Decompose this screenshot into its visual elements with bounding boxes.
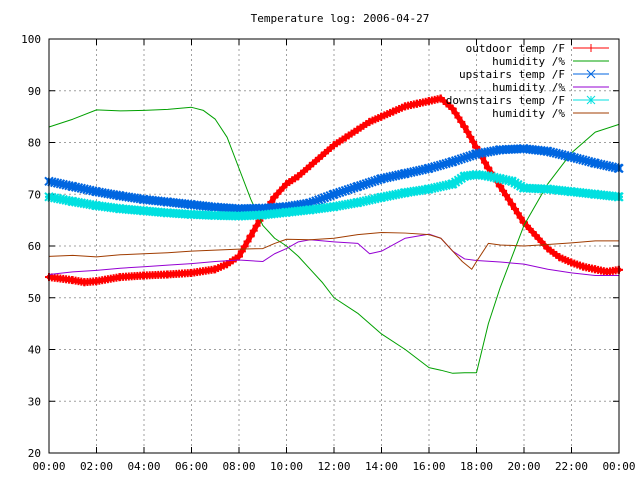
legend-label-humidity-1: humidity /% — [492, 55, 565, 68]
series-humidity-2 — [48, 233, 620, 276]
data-point-upstairs-temp — [429, 162, 440, 172]
x-tick-label: 18:00 — [460, 460, 493, 473]
x-tick-label: 00:00 — [32, 460, 65, 473]
data-point-upstairs-temp — [343, 184, 353, 195]
data-point-upstairs-temp — [364, 178, 374, 188]
series-line-humidity-3 — [48, 232, 620, 270]
series-line-humidity-1 — [48, 106, 620, 374]
x-tick-label: 00:00 — [602, 460, 635, 473]
x-tick-label: 16:00 — [412, 460, 445, 473]
data-point-upstairs-temp — [370, 176, 380, 186]
series-layer — [44, 94, 624, 374]
y-tick-label: 20 — [28, 447, 41, 460]
data-point-upstairs-temp — [308, 197, 318, 207]
data-point-upstairs-temp — [337, 186, 348, 197]
data-point-upstairs-temp — [459, 153, 469, 163]
x-tick-label: 04:00 — [127, 460, 160, 473]
legend-label-downstairs-temp: downstairs temp /F — [446, 94, 565, 107]
data-point-upstairs-temp — [462, 152, 472, 162]
data-point-upstairs-temp — [388, 171, 398, 181]
data-point-upstairs-temp — [456, 154, 467, 164]
x-tick-label: 02:00 — [80, 460, 113, 473]
legend-label-humidity-2: humidity /% — [492, 81, 565, 94]
data-point-upstairs-temp — [382, 172, 392, 183]
data-point-upstairs-temp — [393, 170, 404, 180]
data-point-upstairs-temp — [441, 158, 451, 169]
x-tick-label: 08:00 — [222, 460, 255, 473]
data-point-upstairs-temp — [438, 159, 448, 170]
data-point-upstairs-temp — [432, 161, 443, 171]
data-point-upstairs-temp — [400, 168, 410, 179]
x-tick-label: 20:00 — [507, 460, 540, 473]
data-point-upstairs-temp — [316, 194, 327, 204]
series-upstairs-temp — [44, 144, 624, 214]
data-point-upstairs-temp — [334, 187, 345, 198]
data-point-upstairs-temp — [340, 185, 351, 196]
data-point-upstairs-temp — [424, 163, 434, 174]
x-tick-label: 14:00 — [365, 460, 398, 473]
data-point-upstairs-temp — [329, 189, 339, 199]
data-point-upstairs-temp — [358, 179, 369, 190]
series-downstairs-temp — [44, 169, 624, 221]
legend-label-humidity-3: humidity /% — [492, 107, 565, 120]
data-point-upstairs-temp — [385, 172, 395, 182]
data-point-upstairs-temp — [450, 156, 461, 166]
x-tick-label: 06:00 — [175, 460, 208, 473]
y-tick-label: 100 — [21, 33, 41, 46]
data-point-upstairs-temp — [586, 157, 597, 167]
data-point-upstairs-temp — [361, 178, 372, 189]
chart-title: Temperature log: 2006-04-27 — [251, 12, 430, 25]
legend-marker-downstairs-temp — [586, 95, 596, 105]
data-point-upstairs-temp — [414, 165, 425, 176]
y-tick-label: 70 — [28, 188, 41, 201]
data-point-upstairs-temp — [610, 162, 620, 173]
data-point-upstairs-temp — [322, 192, 333, 202]
legend-label-upstairs-temp: upstairs temp /F — [459, 68, 565, 81]
data-point-upstairs-temp — [311, 196, 321, 206]
data-point-upstairs-temp — [353, 181, 363, 192]
data-point-upstairs-temp — [379, 173, 390, 183]
data-point-upstairs-temp — [319, 193, 330, 203]
legend-label-outdoor-temp: outdoor temp /F — [466, 42, 565, 55]
x-tick-label: 10:00 — [270, 460, 303, 473]
series-line-humidity-2 — [48, 233, 620, 276]
data-point-upstairs-temp — [367, 177, 377, 187]
y-tick-label: 40 — [28, 344, 41, 357]
data-point-upstairs-temp — [427, 162, 437, 173]
data-point-upstairs-temp — [465, 151, 475, 161]
y-tick-label: 60 — [28, 240, 41, 253]
series-humidity-1 — [48, 106, 620, 374]
data-point-upstairs-temp — [391, 170, 401, 181]
data-point-upstairs-temp — [332, 188, 342, 199]
data-point-upstairs-temp — [376, 174, 387, 184]
data-point-upstairs-temp — [64, 180, 74, 191]
x-axis-ticks: 00:00 02:00 04:00 06:00 08:00 10:00 12:00 14:00… — [32, 39, 636, 473]
y-tick-label: 50 — [28, 292, 41, 305]
y-tick-label: 30 — [28, 395, 41, 408]
series-humidity-3 — [48, 232, 620, 270]
data-point-upstairs-temp — [314, 195, 324, 205]
data-point-upstairs-temp — [411, 166, 422, 176]
legend-marker-upstairs-temp — [586, 69, 596, 79]
data-point-upstairs-temp — [435, 160, 446, 170]
x-tick-label: 12:00 — [317, 460, 350, 473]
data-point-upstairs-temp — [355, 180, 366, 191]
data-point-upstairs-temp — [403, 168, 413, 178]
y-tick-label: 90 — [28, 85, 41, 98]
data-point-upstairs-temp — [453, 155, 464, 165]
data-point-upstairs-temp — [346, 183, 356, 194]
data-point-upstairs-temp — [417, 165, 428, 175]
y-tick-label: 80 — [28, 137, 41, 150]
y-axis-ticks: 20 30 40 50 60 70 80 90 100 — [21, 33, 619, 460]
data-point-upstairs-temp — [409, 166, 419, 177]
series-outdoor-temp — [45, 94, 623, 287]
x-tick-label: 22:00 — [555, 460, 588, 473]
data-point-upstairs-temp — [448, 156, 458, 167]
data-point-upstairs-temp — [562, 151, 573, 161]
plot-frame — [48, 38, 620, 454]
data-point-upstairs-temp — [406, 167, 416, 178]
